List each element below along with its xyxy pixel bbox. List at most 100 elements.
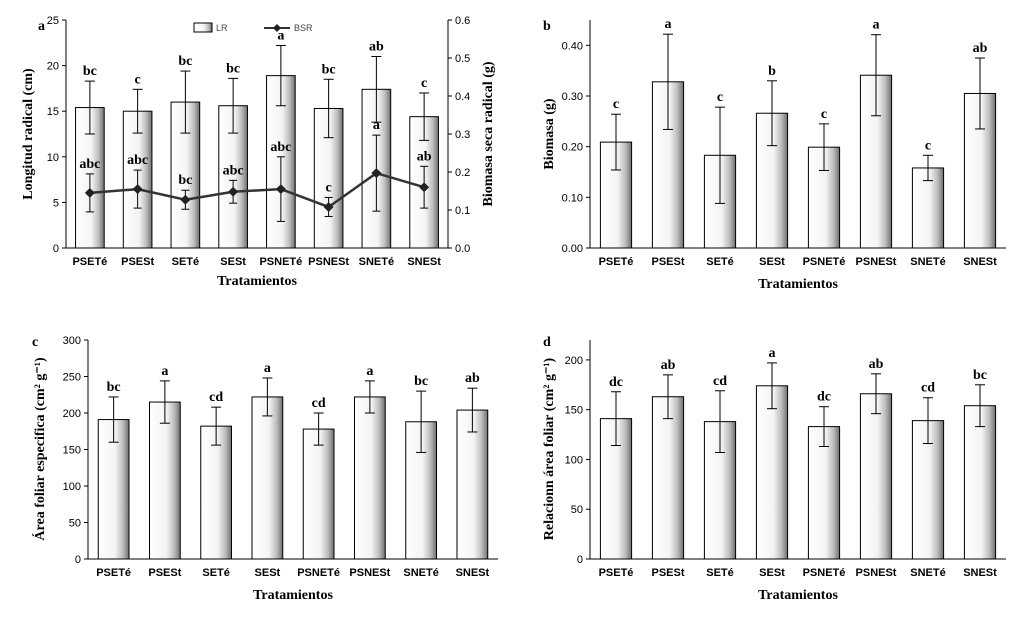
- panel-label: b: [543, 19, 551, 34]
- x-tick-label: SESt: [759, 256, 785, 268]
- line-point: [84, 187, 95, 198]
- bar: [911, 167, 945, 249]
- chart-panel-c: c 0 50 100 150 200 250 300 PSETé PSESt SETé SESt PSN…: [31, 335, 498, 603]
- significance-letter: cd: [209, 390, 223, 405]
- y-tick-label: 250: [63, 372, 81, 384]
- x-tick-label: PSNETé: [259, 256, 302, 268]
- significance-letter: a: [366, 364, 373, 379]
- y-tick-label: 10: [47, 152, 59, 164]
- y-tick-label: 50: [69, 518, 81, 530]
- x-tick-label: PSETé: [96, 567, 131, 579]
- x-tick-label: PSESt: [148, 567, 181, 579]
- significance-letter: b: [768, 64, 776, 79]
- bar: [859, 393, 893, 560]
- significance-letter: ab: [465, 371, 480, 386]
- y-tick-label: 0.20: [562, 142, 583, 154]
- significance-letter: cd: [713, 374, 727, 389]
- y-tick-label: 0: [577, 554, 583, 566]
- x-tick-label: SNESt: [963, 256, 997, 268]
- y-axis-label: Longitud radical (cm): [21, 68, 36, 200]
- significance-letter: bc: [107, 380, 121, 395]
- y-tick-label: 150: [63, 445, 81, 457]
- legend-label-lr: LR: [216, 23, 228, 33]
- x-axis-label: Tratamientos: [217, 274, 297, 289]
- x-tick-label: SETé: [706, 567, 734, 579]
- y-right-tick-label: 0.4: [455, 91, 470, 103]
- y-tick-label: 0.40: [562, 40, 583, 52]
- x-axis-label: Tratamientos: [758, 588, 838, 603]
- y-tick-label: 100: [63, 481, 81, 493]
- y-tick-label: 200: [63, 408, 81, 420]
- significance-letter: ab: [369, 39, 384, 54]
- significance-letter: c: [613, 97, 619, 112]
- x-tick-label: PSESt: [651, 567, 684, 579]
- x-tick-label: PSNESt: [856, 567, 897, 579]
- significance-letter: ab: [869, 357, 884, 372]
- significance-letter: a: [277, 29, 284, 44]
- y-tick-label: 50: [571, 504, 583, 516]
- y-tick-label: 150: [565, 405, 583, 417]
- bar: [456, 409, 489, 560]
- line-point: [419, 182, 430, 193]
- x-tick-label: PSESt: [651, 256, 684, 268]
- x-tick-label: SNESt: [456, 567, 490, 579]
- x-tick-label: PSNETé: [803, 256, 846, 268]
- significance-letter: bc: [83, 64, 97, 79]
- y-right-tick-label: 0.5: [455, 53, 470, 65]
- significance-letter: c: [421, 76, 427, 91]
- x-tick-label: PSETé: [72, 256, 107, 268]
- x-tick-label: SNETé: [910, 567, 945, 579]
- y-tick-label: 20: [47, 61, 59, 73]
- significance-letter: cd: [921, 381, 935, 396]
- y-tick-label: 0.30: [562, 91, 583, 103]
- y-tick-label: 5: [53, 197, 59, 209]
- x-tick-label: SETé: [172, 256, 200, 268]
- line-point: [180, 194, 191, 205]
- line-significance-letter: abc: [127, 153, 148, 168]
- significance-letter: a: [665, 17, 672, 32]
- x-tick-label: SETé: [706, 256, 734, 268]
- legend-swatch-lr: [193, 22, 213, 33]
- y-axis-right-label: Biomasa seca radical (g): [481, 61, 496, 206]
- y-tick-label: 300: [63, 335, 81, 347]
- line-significance-letter: c: [326, 180, 332, 195]
- legend-marker-bsr: [273, 24, 281, 32]
- line-point: [323, 201, 334, 212]
- line-point: [132, 184, 143, 195]
- x-tick-label: PSNETé: [803, 567, 846, 579]
- y-tick-label: 0.00: [562, 243, 583, 255]
- chart-panel-d: d 0 50 100 150 200 PSETé PSESt SETé SESt PSNETé PSN…: [542, 335, 1006, 603]
- legend-label-bsr: BSR: [294, 23, 313, 33]
- bar: [251, 396, 284, 560]
- y-axis-label: Biomasa (g): [542, 98, 557, 170]
- significance-letter: bc: [322, 62, 336, 77]
- line-point: [371, 168, 382, 179]
- line-significance-letter: a: [373, 118, 380, 133]
- x-tick-label: SESt: [255, 567, 281, 579]
- panel-label: d: [543, 335, 551, 350]
- x-tick-label: SESt: [759, 567, 785, 579]
- significance-letter: bc: [226, 61, 240, 76]
- y-tick-label: 0: [53, 243, 59, 255]
- panel-label: a: [38, 19, 45, 34]
- significance-letter: a: [264, 361, 271, 376]
- x-tick-label: PSETé: [599, 567, 634, 579]
- y-right-tick-label: 0.0: [455, 243, 470, 255]
- significance-letter: a: [769, 346, 776, 361]
- significance-letter: bc: [178, 54, 192, 69]
- panel-label: c: [32, 335, 38, 350]
- y-tick-label: 0: [75, 554, 81, 566]
- significance-letter: c: [717, 90, 723, 105]
- x-tick-label: SNESt: [407, 256, 441, 268]
- significance-letter: cd: [312, 396, 326, 411]
- significance-letter: c: [925, 138, 931, 153]
- line-point: [275, 184, 286, 195]
- x-tick-label: PSNETé: [297, 567, 340, 579]
- x-tick-label: SETé: [202, 567, 230, 579]
- significance-letter: bc: [414, 374, 428, 389]
- line-point: [228, 186, 239, 197]
- significance-letter: ab: [973, 41, 988, 56]
- significance-letter: ab: [661, 358, 676, 373]
- bar: [354, 396, 386, 560]
